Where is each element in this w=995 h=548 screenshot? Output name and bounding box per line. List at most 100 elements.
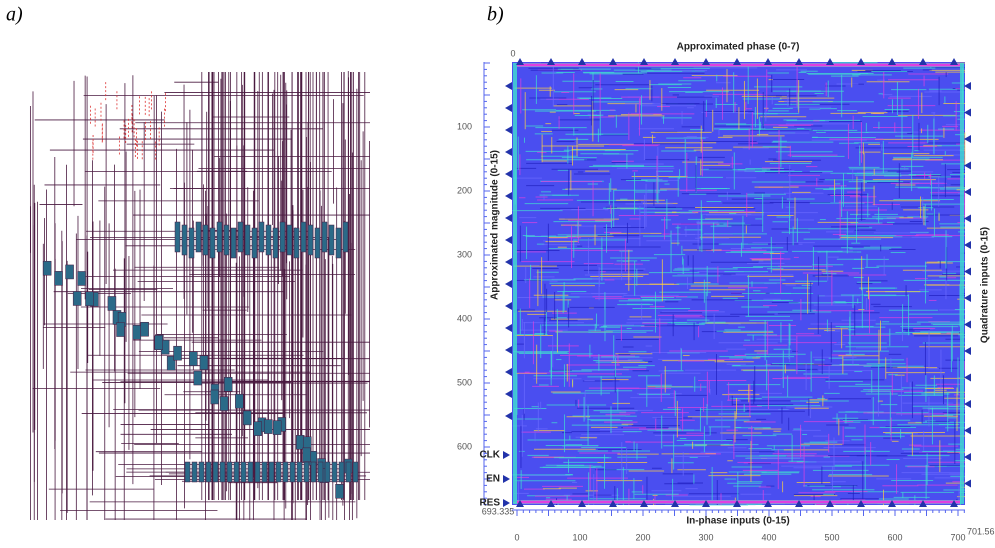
gate [198, 461, 205, 483]
gate [251, 227, 258, 259]
pin-marker [505, 236, 512, 244]
gate [42, 260, 52, 276]
gate [181, 224, 188, 256]
gate [154, 335, 163, 351]
pin-marker [578, 58, 586, 65]
gate [321, 221, 328, 253]
gate [216, 221, 223, 253]
pin-marker [964, 320, 971, 329]
gate [223, 224, 230, 256]
pin-marker [919, 58, 927, 65]
pin-marker [919, 500, 927, 507]
gate [264, 419, 273, 434]
schematic [29, 70, 370, 520]
pin-marker [516, 500, 524, 507]
gate [189, 351, 198, 366]
x-tick-label: 0 [514, 532, 519, 542]
pin-marker [505, 192, 512, 200]
pin-marker [578, 500, 586, 507]
pin-marker [964, 214, 971, 223]
x-tick-label: 500 [824, 532, 839, 542]
gate [293, 227, 300, 259]
gate [335, 227, 342, 259]
gate [352, 461, 359, 483]
gate [279, 221, 286, 253]
gate [219, 396, 229, 411]
corner-coordinate: 693.335 [482, 506, 515, 516]
y-tick-label: 400 [457, 313, 472, 323]
pin-marker [505, 302, 512, 310]
pin-marker [964, 294, 971, 302]
gate [116, 322, 125, 337]
x-tick-label: 200 [635, 532, 650, 542]
pin-marker [505, 170, 512, 178]
pin-marker [964, 347, 971, 355]
gate [310, 461, 317, 483]
gate [314, 227, 321, 259]
gate [210, 389, 219, 405]
pin-marker [505, 148, 512, 156]
gate [331, 461, 338, 483]
pin-marker [505, 214, 512, 222]
pin-marker [888, 58, 896, 65]
gate [54, 271, 63, 286]
pin-marker [826, 500, 834, 507]
gate [345, 461, 352, 483]
x-tick-label: 600 [887, 532, 902, 542]
gate [286, 224, 293, 256]
gate [253, 421, 262, 436]
pin-marker [702, 500, 710, 507]
gate [209, 227, 216, 259]
bottom-label: In-phase inputs (0-15) [686, 516, 789, 527]
pin-marker [702, 58, 710, 65]
top-label: Approximated phase (0-7) [677, 42, 800, 53]
pin-marker [505, 324, 512, 332]
y-tick-label: 200 [457, 185, 472, 195]
corner-coordinate: 701.565 [967, 526, 995, 536]
y-tick-label: 100 [457, 121, 472, 131]
gate [140, 321, 149, 337]
gate [265, 224, 272, 256]
pin-label: EN [486, 474, 500, 485]
gate [244, 224, 251, 256]
gate [272, 420, 282, 435]
gate [212, 461, 219, 483]
left-label: Approximated magnitude (0-15) [490, 150, 501, 300]
gate [195, 221, 202, 253]
x-tick-label: 400 [761, 532, 776, 542]
layout-frame: 0 100 200 300 400 500 600 700 100 200 300 400 500 600… [457, 58, 971, 542]
pin-label: CLK [479, 450, 500, 461]
top-tick: 0 [510, 48, 515, 58]
pin-marker [964, 453, 971, 461]
gate [275, 461, 282, 483]
pin-marker [671, 58, 679, 65]
pin-marker [964, 400, 971, 408]
gate [205, 461, 212, 483]
pin-marker [950, 58, 958, 65]
pin-marker [503, 475, 510, 483]
pin-marker [547, 500, 555, 507]
gate [85, 291, 94, 307]
panel-label: b) [487, 4, 504, 26]
pin-marker [857, 58, 865, 65]
x-tick-label: 300 [698, 532, 713, 542]
gate [335, 483, 344, 499]
pin-marker [609, 58, 617, 65]
gate [72, 291, 82, 306]
pin-marker [505, 82, 512, 90]
gate [188, 227, 195, 259]
gate [272, 227, 279, 259]
pin-marker [964, 426, 971, 435]
pin-marker [964, 108, 971, 117]
pin-marker [795, 500, 803, 507]
pin-marker [964, 135, 971, 143]
gate [235, 393, 244, 409]
pin-marker [547, 58, 555, 65]
gate [202, 224, 209, 256]
pin-marker [640, 58, 648, 65]
gate [300, 221, 307, 253]
layout [512, 61, 966, 506]
pin-marker [505, 368, 512, 376]
